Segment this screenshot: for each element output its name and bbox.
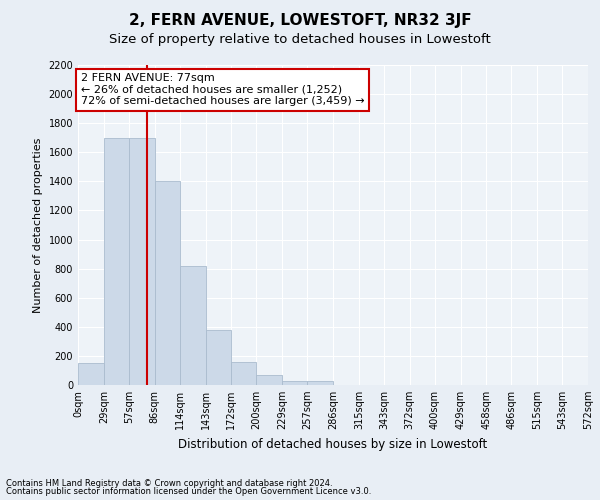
Bar — [282, 380, 307, 385]
Bar — [179, 266, 205, 385]
Text: Contains public sector information licensed under the Open Government Licence v3: Contains public sector information licen… — [6, 487, 371, 496]
Bar — [205, 330, 232, 385]
Text: Size of property relative to detached houses in Lowestoft: Size of property relative to detached ho… — [109, 32, 491, 46]
X-axis label: Distribution of detached houses by size in Lowestoft: Distribution of detached houses by size … — [178, 438, 488, 450]
Bar — [256, 375, 282, 385]
Text: 2 FERN AVENUE: 77sqm
← 26% of detached houses are smaller (1,252)
72% of semi-de: 2 FERN AVENUE: 77sqm ← 26% of detached h… — [80, 73, 364, 106]
Y-axis label: Number of detached properties: Number of detached properties — [33, 138, 43, 312]
Text: 2, FERN AVENUE, LOWESTOFT, NR32 3JF: 2, FERN AVENUE, LOWESTOFT, NR32 3JF — [128, 12, 472, 28]
Bar — [104, 138, 129, 385]
Bar — [78, 363, 104, 385]
Bar — [155, 182, 179, 385]
Bar — [232, 362, 256, 385]
Bar — [129, 138, 155, 385]
Bar — [307, 380, 333, 385]
Text: Contains HM Land Registry data © Crown copyright and database right 2024.: Contains HM Land Registry data © Crown c… — [6, 478, 332, 488]
